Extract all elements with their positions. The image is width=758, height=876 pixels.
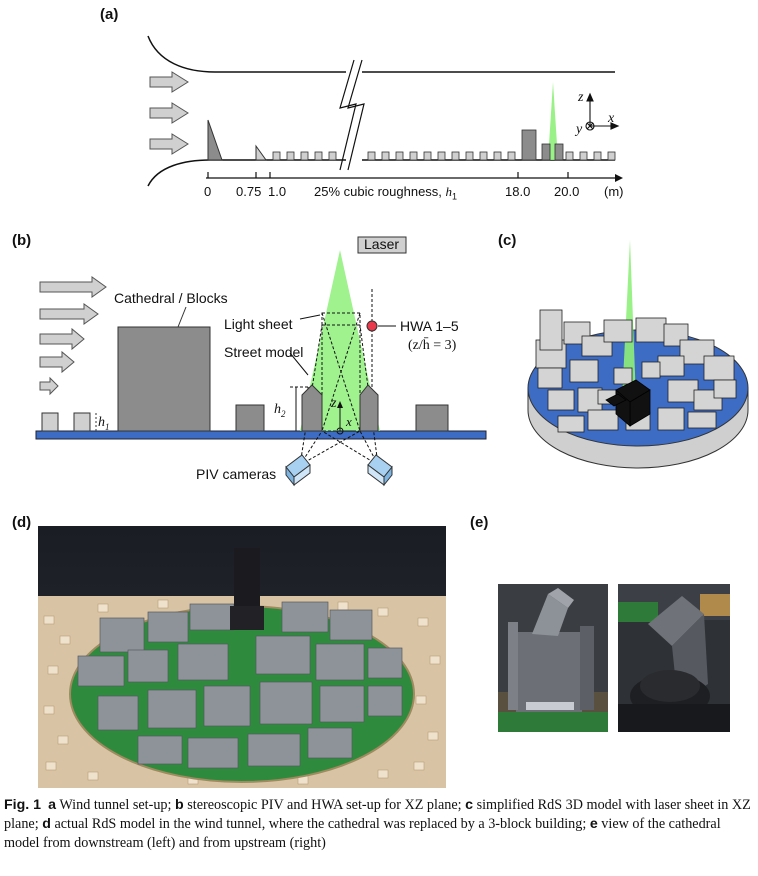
piv-camera-right: [367, 454, 393, 487]
panel-a-label: (a): [100, 6, 119, 23]
inflow-arrows-b: [39, 276, 107, 396]
laser-sheet-a: [548, 82, 558, 160]
tick-0: 0: [204, 184, 212, 199]
street-model-label: Street model: [224, 344, 304, 360]
tunnel-walls: [147, 35, 615, 187]
unit-label: (m): [604, 184, 624, 199]
axis-z-label-a: z: [578, 90, 584, 105]
panel-d-label: (d): [12, 514, 32, 531]
model-block-1: [521, 129, 537, 161]
piv-camera-left: [285, 454, 311, 487]
panel-c-label: (c): [498, 232, 517, 249]
axis-x-label-a: x: [608, 111, 615, 126]
laser-label: Laser: [364, 236, 400, 252]
cathedral-upstream-photo: [618, 584, 730, 732]
piv-setup-diagram: [35, 236, 487, 487]
barrier: [255, 144, 267, 161]
model-block-3: [554, 143, 564, 161]
street-model-right: [359, 384, 379, 432]
axis-z-label-b: z: [331, 396, 337, 411]
panel-b-label: (b): [12, 232, 32, 249]
cathedral-block: [117, 326, 211, 432]
wind-tunnel-diagram: [147, 35, 623, 187]
cathedral-label: Cathedral / Blocks: [114, 290, 228, 306]
axis-x-label-b: x: [346, 414, 352, 429]
hwa-label: HWA 1–5: [400, 318, 459, 334]
laser-box: [357, 236, 407, 254]
inflow-arrows: [149, 71, 189, 155]
rds-wind-tunnel-photo: [38, 526, 446, 788]
spire-generator: [207, 119, 223, 161]
hwa-height-label: (z/h̄ = 3): [408, 338, 457, 353]
axis-y-label-a: y: [576, 122, 583, 137]
light-sheet-label: Light sheet: [224, 316, 293, 332]
tick-1-0: 1.0: [268, 184, 287, 199]
ground-plane: [35, 430, 487, 440]
tick-20-0: 20.0: [554, 184, 580, 199]
h2-label: h2: [274, 402, 286, 419]
piv-label: PIV cameras: [196, 466, 277, 482]
rds-3d-model: [527, 240, 749, 469]
tick-0-75: 0.75: [236, 184, 262, 199]
roughness-cubes: [272, 151, 616, 161]
tick-18-0: 18.0: [505, 184, 531, 199]
model-block-2: [541, 143, 551, 161]
figure-caption: Fig. 1 a Wind tunnel set-up; b stereosco…: [4, 797, 751, 851]
h1-label: h1: [98, 415, 110, 432]
panel-e-label: (e): [470, 514, 489, 531]
roughness-label: 25% cubic roughness, h1: [314, 184, 458, 202]
street-model-left: [301, 384, 323, 432]
hwa-probe: [366, 320, 378, 332]
cathedral-downstream-photo: [498, 584, 608, 732]
axes-icon: [585, 92, 620, 131]
